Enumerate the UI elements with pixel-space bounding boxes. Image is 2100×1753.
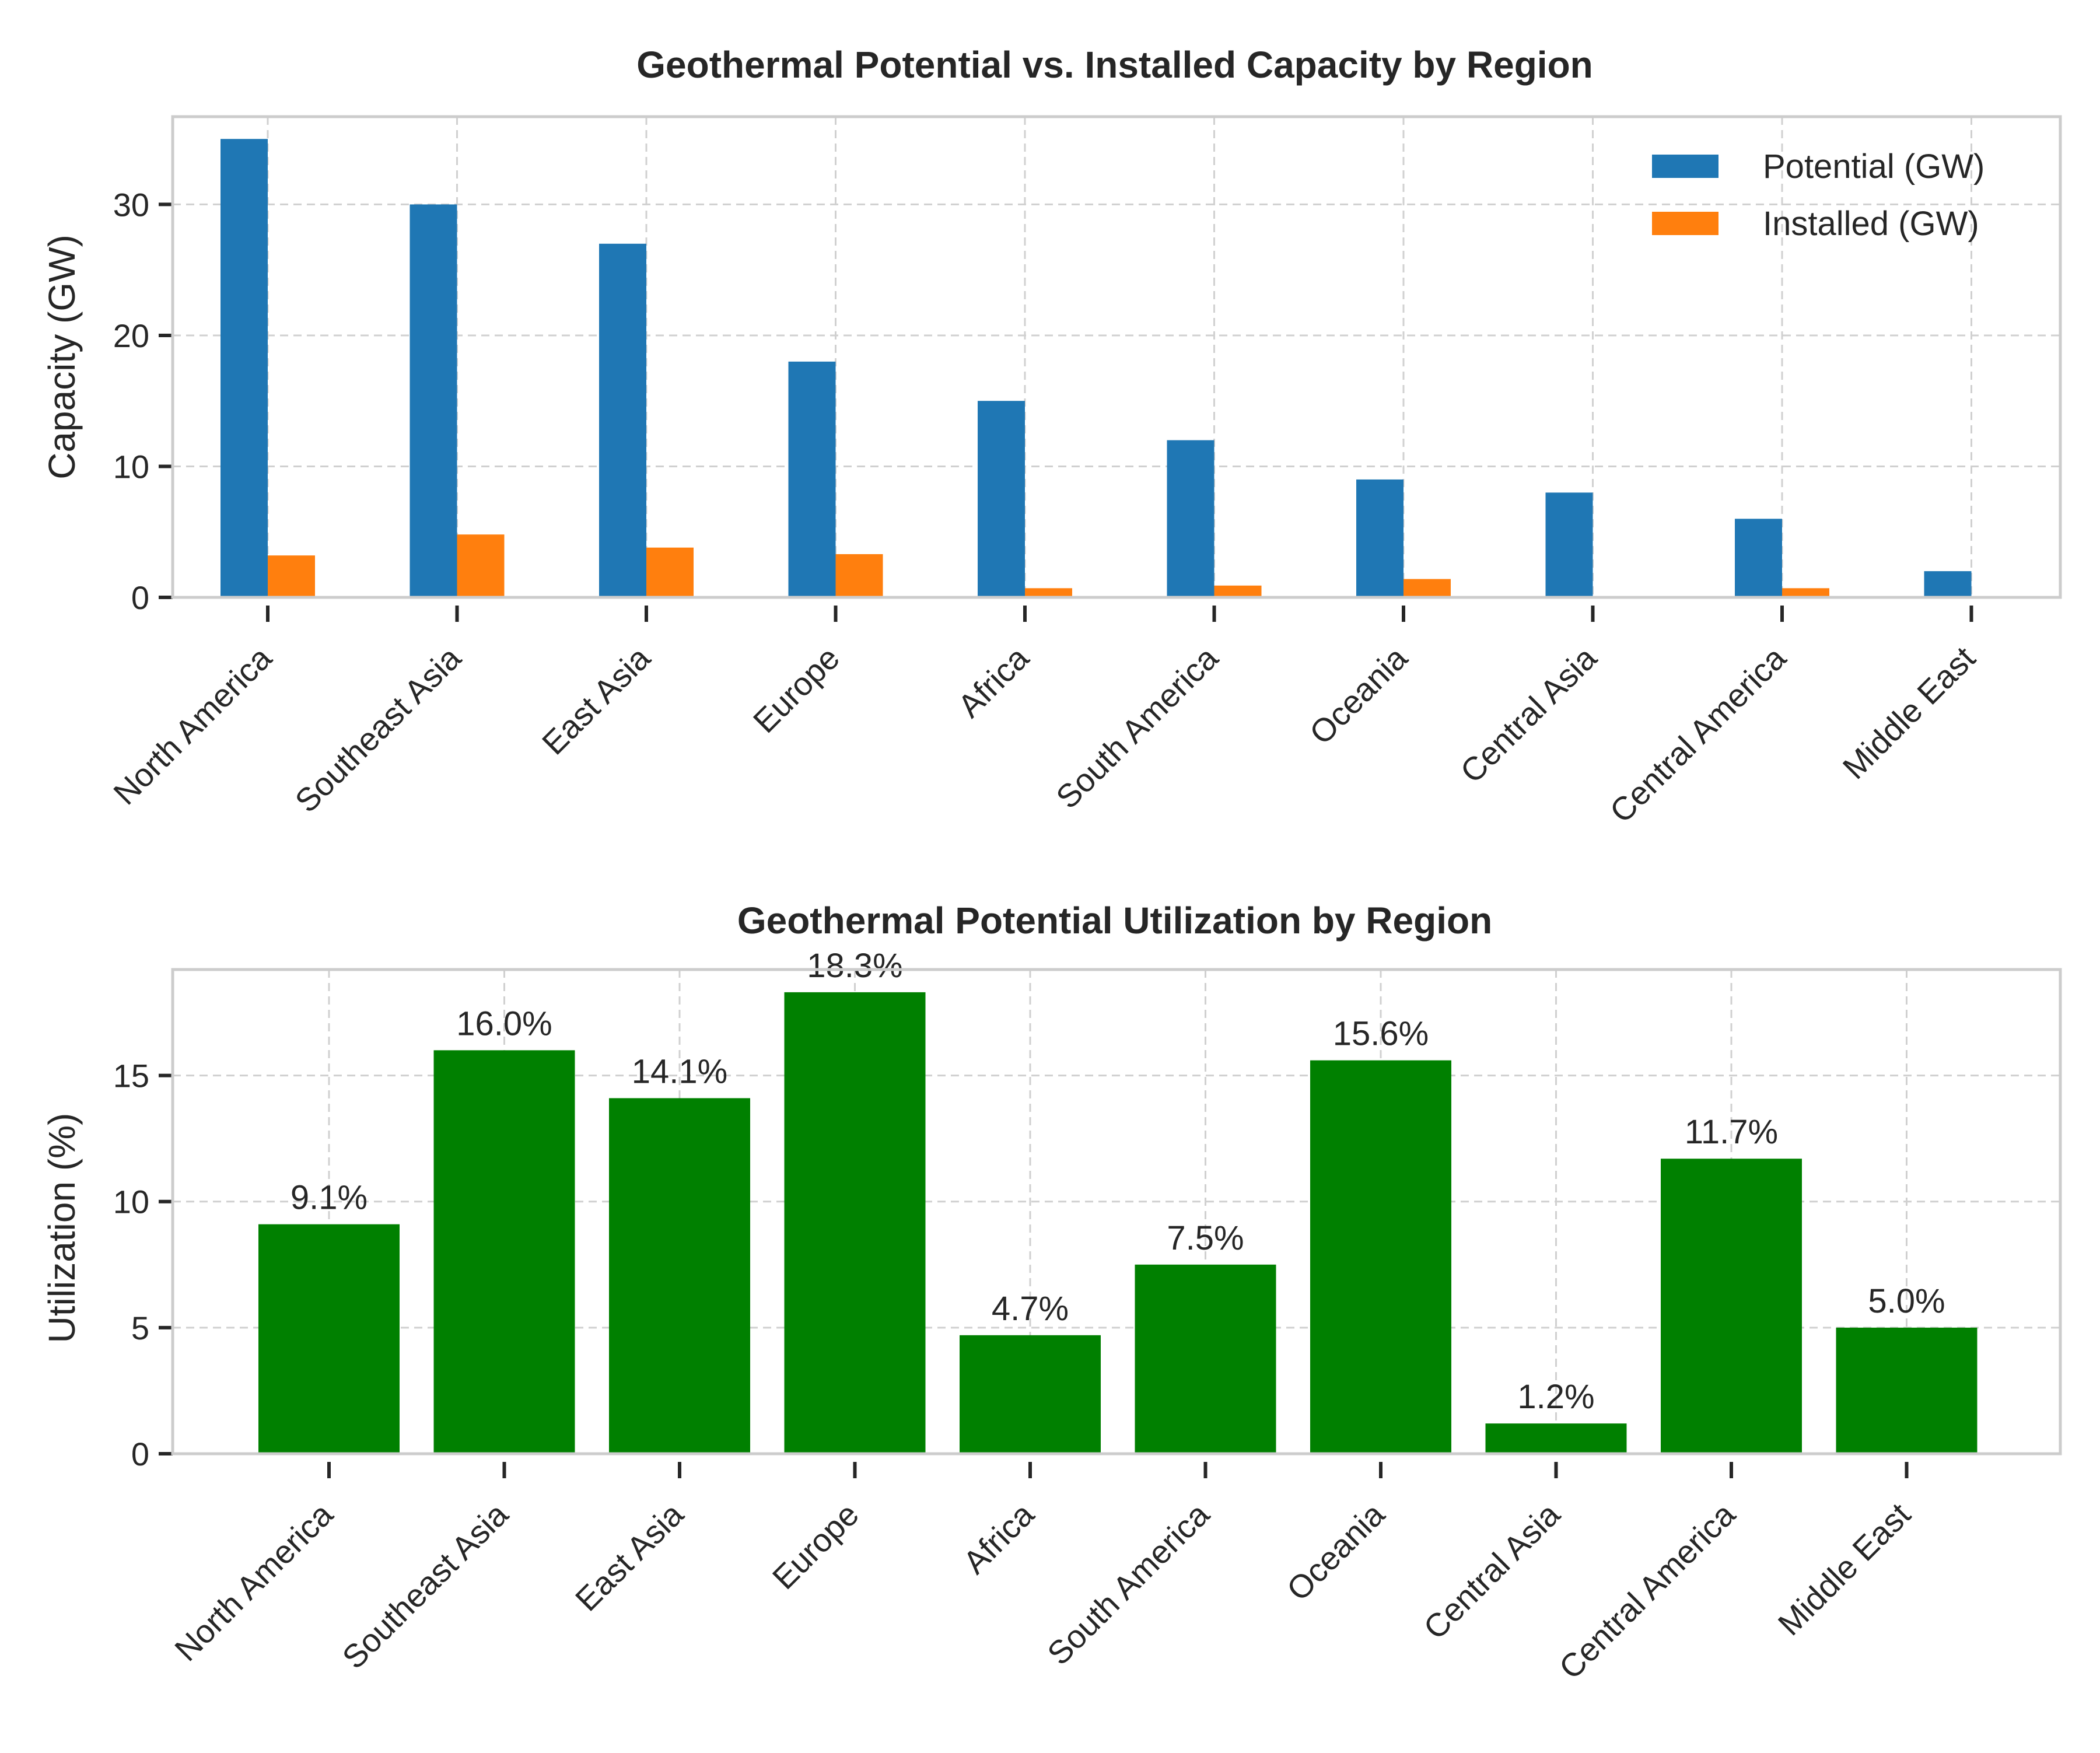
bar-value-label: 14.1% bbox=[632, 1052, 727, 1090]
bar-value-label: 9.1% bbox=[290, 1179, 368, 1217]
bar-value-label: 11.7% bbox=[1685, 1113, 1778, 1151]
x-tick-label: North America bbox=[167, 1495, 340, 1668]
data-labels: 9.1% 16.0% 14.1% 18.3% 4.7% 7.5% 15.6% 1.2% 11.7… bbox=[290, 947, 1945, 1416]
installed-bar bbox=[1404, 579, 1451, 597]
bar-value-label: 1.2% bbox=[1517, 1378, 1594, 1416]
potential-bar bbox=[978, 401, 1025, 597]
y-axis-label: Utilization (%) bbox=[41, 1113, 83, 1343]
x-tick-label: North America bbox=[106, 639, 279, 811]
y-tick-label: 30 bbox=[113, 186, 149, 223]
potential-bar bbox=[1735, 519, 1782, 597]
utilization-bar bbox=[1310, 1060, 1451, 1454]
x-tick-label: Central America bbox=[1602, 639, 1793, 830]
potential-bar bbox=[1545, 492, 1593, 597]
utilization-bar bbox=[1485, 1423, 1627, 1454]
installed-bar bbox=[1025, 588, 1072, 597]
potential-bar bbox=[220, 139, 268, 597]
bars bbox=[220, 139, 2019, 597]
installed-bar bbox=[835, 554, 883, 597]
x-tick-label: Middle East bbox=[1836, 639, 1983, 786]
y-tick-label: 5 bbox=[131, 1310, 149, 1346]
potential-bar bbox=[1356, 479, 1404, 597]
x-tick-label: Middle East bbox=[1771, 1496, 1918, 1643]
potential-bar bbox=[1924, 571, 1972, 597]
x-tick-label: Europe bbox=[765, 1496, 866, 1596]
legend-label: Potential (GW) bbox=[1763, 148, 1985, 186]
bar-value-label: 18.3% bbox=[807, 947, 902, 985]
chart-title: Geothermal Potential vs. Installed Capac… bbox=[636, 44, 1593, 86]
x-tick-label: Central America bbox=[1552, 1495, 1742, 1686]
plot-frame bbox=[171, 968, 2062, 1455]
installed-bar bbox=[1782, 588, 1829, 597]
y-tick-label: 0 bbox=[131, 1436, 149, 1472]
bar-value-label: 15.6% bbox=[1333, 1015, 1429, 1053]
bar-value-label: 5.0% bbox=[1868, 1282, 1945, 1320]
bar-value-label: 7.5% bbox=[1167, 1219, 1244, 1257]
legend-swatch bbox=[1652, 212, 1718, 235]
x-tick-label: Africa bbox=[951, 639, 1036, 724]
x-tick-label: Southeast Asia bbox=[335, 1495, 515, 1675]
utilization-chart: Geothermal Potential Utilization by Regi… bbox=[41, 900, 2062, 1686]
y-axis-ticks: 0 5 10 15 bbox=[113, 1058, 173, 1472]
x-tick-label: Central Asia bbox=[1453, 639, 1604, 790]
installed-bar bbox=[646, 547, 694, 597]
x-tick-label: Europe bbox=[746, 639, 846, 740]
x-tick-label: East Asia bbox=[535, 639, 657, 761]
bar-value-label: 4.7% bbox=[992, 1290, 1069, 1328]
y-axis-label: Capacity (GW) bbox=[41, 235, 83, 480]
x-tick-label: Oceania bbox=[1302, 639, 1415, 751]
y-tick-label: 0 bbox=[131, 579, 149, 616]
x-tick-label: Oceania bbox=[1279, 1495, 1392, 1608]
y-tick-label: 15 bbox=[113, 1058, 149, 1094]
potential-bar bbox=[788, 361, 836, 597]
utilization-bar bbox=[433, 1050, 575, 1454]
installed-bar bbox=[268, 555, 315, 597]
y-axis-ticks: 0 10 20 30 bbox=[113, 186, 173, 616]
grid-lines bbox=[173, 117, 2060, 597]
y-tick-label: 10 bbox=[113, 1184, 149, 1220]
x-tick-label: East Asia bbox=[568, 1495, 691, 1618]
legend-swatch bbox=[1652, 155, 1718, 178]
utilization-bar bbox=[258, 1224, 400, 1454]
utilization-bar bbox=[1661, 1159, 1802, 1454]
potential-bar bbox=[410, 204, 457, 597]
potential-bar bbox=[599, 243, 646, 597]
x-tick-label: Southeast Asia bbox=[288, 639, 468, 819]
y-tick-label: 20 bbox=[113, 317, 149, 354]
utilization-bar bbox=[1135, 1264, 1276, 1454]
x-tick-label: South America bbox=[1049, 639, 1226, 816]
utilization-bar bbox=[960, 1335, 1101, 1454]
legend-label: Installed (GW) bbox=[1763, 205, 1979, 243]
utilization-bar bbox=[1836, 1327, 1978, 1454]
potential-bar bbox=[1167, 440, 1214, 597]
bars bbox=[258, 992, 1978, 1454]
utilization-bar bbox=[609, 1098, 750, 1454]
x-tick-label: South America bbox=[1040, 1495, 1217, 1672]
utilization-bar bbox=[784, 992, 926, 1454]
installed-bar bbox=[1214, 585, 1262, 597]
capacity-chart: Geothermal Potential vs. Installed Capac… bbox=[41, 44, 2062, 830]
legend: Potential (GW) Installed (GW) bbox=[1652, 148, 1985, 243]
x-tick-label: Central Asia bbox=[1416, 1495, 1567, 1646]
plot-frame bbox=[171, 115, 2062, 599]
installed-bar bbox=[457, 534, 505, 597]
chart-title: Geothermal Potential Utilization by Regi… bbox=[737, 900, 1492, 942]
y-tick-label: 10 bbox=[113, 448, 149, 485]
bar-value-label: 16.0% bbox=[456, 1005, 552, 1042]
x-tick-label: Africa bbox=[956, 1495, 1041, 1580]
